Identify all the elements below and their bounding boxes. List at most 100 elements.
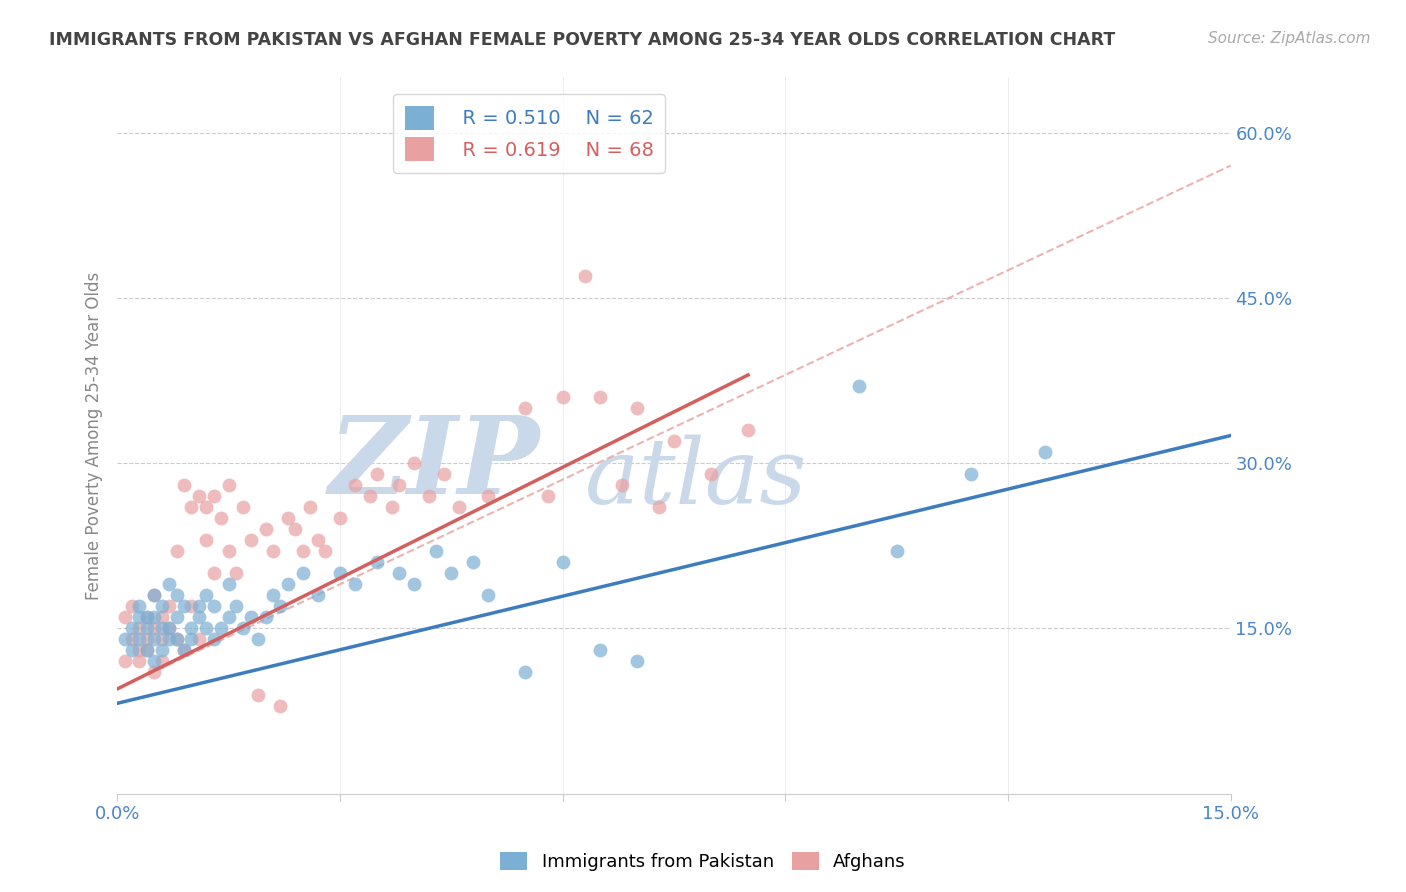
Point: [135, 632, 157, 647]
Point: [648, 500, 671, 515]
Point: [404, 456, 426, 470]
Point: [307, 533, 329, 548]
Point: [187, 610, 209, 624]
Point: [314, 544, 336, 558]
Point: [209, 621, 232, 635]
Legend:   R = 0.510    N = 62,   R = 0.619    N = 68: R = 0.510 N = 62, R = 0.619 N = 68: [394, 95, 665, 173]
Point: [180, 599, 202, 614]
Point: [157, 632, 180, 647]
Point: [143, 655, 166, 669]
Point: [366, 467, 388, 482]
Point: [180, 500, 202, 515]
Point: [366, 555, 388, 569]
Point: [218, 577, 240, 591]
Point: [551, 390, 574, 404]
Point: [329, 566, 352, 581]
Point: [425, 544, 447, 558]
Text: IMMIGRANTS FROM PAKISTAN VS AFGHAN FEMALE POVERTY AMONG 25-34 YEAR OLDS CORRELAT: IMMIGRANTS FROM PAKISTAN VS AFGHAN FEMAL…: [49, 31, 1115, 49]
Point: [388, 566, 411, 581]
Point: [195, 588, 218, 602]
Point: [187, 489, 209, 503]
Point: [187, 632, 209, 647]
Point: [737, 423, 759, 437]
Point: [157, 577, 180, 591]
Point: [239, 533, 262, 548]
Point: [150, 655, 173, 669]
Point: [143, 588, 166, 602]
Point: [128, 632, 150, 647]
Point: [299, 500, 322, 515]
Point: [195, 621, 218, 635]
Point: [150, 632, 173, 647]
Point: [143, 588, 166, 602]
Point: [626, 655, 648, 669]
Point: [135, 643, 157, 657]
Point: [128, 610, 150, 624]
Point: [247, 632, 270, 647]
Point: [173, 599, 195, 614]
Point: [418, 489, 440, 503]
Point: [202, 632, 225, 647]
Text: Source: ZipAtlas.com: Source: ZipAtlas.com: [1208, 31, 1371, 46]
Point: [143, 632, 166, 647]
Point: [262, 588, 284, 602]
Point: [121, 632, 143, 647]
Point: [291, 544, 314, 558]
Point: [180, 621, 202, 635]
Point: [284, 522, 307, 536]
Point: [157, 621, 180, 635]
Point: [121, 643, 143, 657]
Point: [388, 478, 411, 492]
Point: [515, 665, 537, 680]
Legend: Immigrants from Pakistan, Afghans: Immigrants from Pakistan, Afghans: [494, 845, 912, 879]
Point: [114, 632, 136, 647]
Point: [477, 588, 499, 602]
Point: [254, 610, 277, 624]
Point: [626, 401, 648, 415]
Point: [359, 489, 381, 503]
Point: [329, 511, 352, 525]
Point: [440, 566, 463, 581]
Point: [195, 533, 218, 548]
Point: [447, 500, 470, 515]
Point: [121, 621, 143, 635]
Point: [848, 379, 870, 393]
Point: [135, 610, 157, 624]
Point: [277, 511, 299, 525]
Point: [135, 610, 157, 624]
Point: [254, 522, 277, 536]
Point: [150, 599, 173, 614]
Point: [173, 643, 195, 657]
Point: [114, 610, 136, 624]
Point: [180, 632, 202, 647]
Point: [150, 621, 173, 635]
Point: [463, 555, 485, 569]
Point: [551, 555, 574, 569]
Point: [307, 588, 329, 602]
Point: [173, 478, 195, 492]
Point: [247, 688, 270, 702]
Point: [143, 621, 166, 635]
Point: [150, 643, 173, 657]
Point: [381, 500, 404, 515]
Point: [157, 621, 180, 635]
Point: [1033, 445, 1056, 459]
Point: [166, 610, 188, 624]
Point: [959, 467, 981, 482]
Point: [157, 599, 180, 614]
Point: [135, 621, 157, 635]
Point: [239, 610, 262, 624]
Point: [277, 577, 299, 591]
Point: [202, 599, 225, 614]
Point: [886, 544, 908, 558]
Point: [262, 544, 284, 558]
Point: [166, 588, 188, 602]
Point: [128, 621, 150, 635]
Y-axis label: Female Poverty Among 25-34 Year Olds: Female Poverty Among 25-34 Year Olds: [86, 271, 103, 599]
Point: [589, 390, 612, 404]
Point: [477, 489, 499, 503]
Point: [269, 698, 291, 713]
Point: [218, 544, 240, 558]
Point: [232, 621, 254, 635]
Point: [135, 643, 157, 657]
